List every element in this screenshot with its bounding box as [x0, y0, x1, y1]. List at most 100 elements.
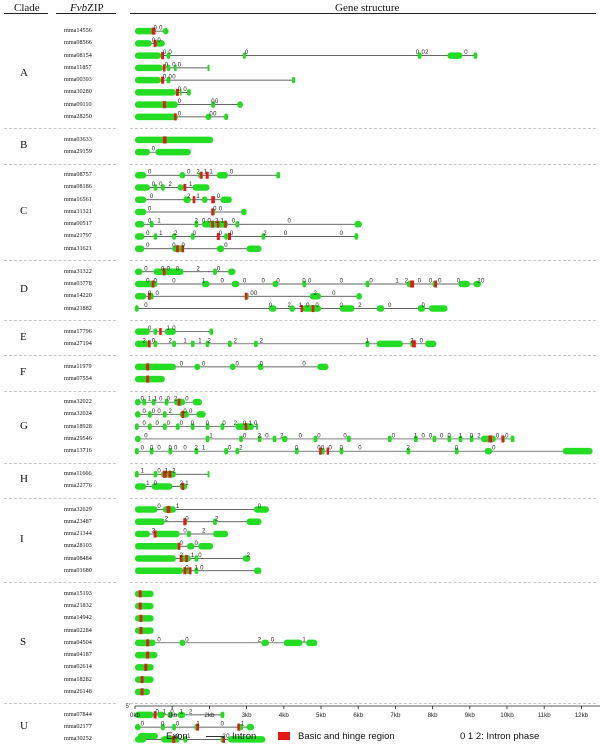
- exon-block: [149, 220, 154, 228]
- basic-hinge-region: [146, 363, 150, 371]
- exon-swatch: [138, 733, 158, 740]
- gene-structure-mma04187: [135, 651, 158, 659]
- basic-hinge-region: [162, 470, 167, 478]
- intron-phase-label: 1: [159, 231, 163, 237]
- clade-separator: [4, 320, 116, 322]
- gene-structure-header-rule: [130, 13, 596, 14]
- gene-label-mma04504: mma04504: [64, 638, 92, 646]
- exon-block: [135, 101, 178, 108]
- exon-block: [246, 518, 262, 526]
- exon-block: [149, 447, 154, 455]
- intron-phase-label: 0: [392, 433, 396, 439]
- intron-phase-label: 0: [217, 266, 221, 272]
- exon-block: [135, 555, 176, 562]
- gene-structure-mma11979: 0 0 0 0 0: [135, 361, 329, 371]
- exon-block: [473, 52, 478, 59]
- exon-block: [151, 398, 156, 406]
- exon-block: [257, 435, 262, 443]
- basic-hinge-region: [139, 614, 143, 622]
- exon-block: [246, 245, 262, 252]
- clade-separator: [4, 163, 116, 165]
- intron-phase-label: 0: [187, 170, 191, 176]
- exon-block: [414, 435, 418, 443]
- kb-axis: 0kb 1kb 2kb 3kb 4kb 5kb 6kb 7kb 8kb 9kb 10kb 11kb 12…: [126, 704, 600, 719]
- exon-block: [376, 305, 385, 312]
- gene-label-mma08484: mma08484: [64, 554, 92, 562]
- intron-phase-label: 0: [154, 279, 158, 285]
- intron-phase-label: 1: [148, 397, 152, 403]
- intron-phase-label: 1: [459, 433, 463, 439]
- intron-phase-label: 0: [343, 433, 347, 439]
- exon-block: [484, 447, 493, 455]
- intron-phase-label: 0: [457, 279, 461, 285]
- exon-block: [135, 639, 156, 647]
- intron-phase-label: 2: [407, 446, 411, 452]
- basic-hinge-region: [222, 735, 226, 743]
- intron-phase-label: 0: [219, 231, 223, 237]
- gene-label-mma01680: mma01680: [64, 566, 92, 574]
- intron-phase-label: 1: [195, 565, 199, 571]
- basic-hinge-region: [153, 711, 157, 719]
- exon-block: [135, 220, 145, 228]
- intron-phase-label: 0: [421, 433, 425, 439]
- gene-label-mma27194: mma27194: [64, 339, 92, 347]
- axis-tick-label: 10kb: [500, 712, 514, 719]
- intron-phase-label: 1: [167, 326, 171, 332]
- exon-block: [387, 435, 392, 443]
- legend: Exon Intron Basic and hinge region 0 1 2…: [130, 731, 600, 743]
- clade-separator: [4, 703, 116, 705]
- exon-block: [261, 233, 266, 240]
- exon-block: [207, 470, 210, 478]
- intron-phase-label: 0: [168, 75, 172, 81]
- basic-hinge-region: [159, 328, 162, 336]
- exon-block: [224, 233, 228, 240]
- exon-block: [166, 52, 171, 59]
- intron-phase-label: 0: [148, 291, 152, 297]
- basic-hinge-region: [244, 292, 248, 300]
- clade-label-E: E: [20, 330, 27, 343]
- clade-label-I: I: [20, 533, 24, 546]
- intron-phase-label: 0: [157, 637, 161, 643]
- exon-block: [213, 530, 228, 538]
- exon-block: [562, 447, 593, 455]
- exon-block: [179, 89, 182, 96]
- intron-phase-label: 0: [302, 361, 306, 367]
- intron-phase-label: 0: [235, 361, 239, 367]
- intron-phase-label: 0: [185, 516, 189, 522]
- intron-phase-label: 0: [202, 361, 206, 367]
- basic-hinge-region: [140, 676, 144, 684]
- exon-block: [194, 447, 199, 455]
- basic-hinge-region: [146, 375, 150, 383]
- gene-label-mma31621: mma31621: [64, 244, 92, 252]
- exon-block: [268, 305, 277, 312]
- exon-block: [228, 736, 266, 743]
- exon-block: [255, 423, 258, 430]
- intron-phase-label: 0: [492, 446, 496, 452]
- intron-phase-label: 2: [234, 338, 238, 344]
- intron-phase-label: 0: [221, 722, 225, 728]
- exon-block: [183, 196, 191, 203]
- intron-phase-label: 0: [148, 206, 152, 212]
- intron-phase-label: 1: [146, 481, 150, 487]
- intron-phase-label: 0: [144, 303, 148, 309]
- exon-block: [168, 447, 173, 455]
- exon-block: [254, 340, 258, 348]
- clade-label-H: H: [20, 473, 28, 486]
- intron-phase-label: 0: [299, 433, 303, 439]
- intron-phase-label: 2: [239, 446, 243, 452]
- exon-block: [153, 530, 180, 538]
- exon-block: [135, 148, 150, 156]
- exon-block: [235, 447, 240, 455]
- exon-block: [242, 52, 246, 59]
- clade-separator: [4, 390, 116, 392]
